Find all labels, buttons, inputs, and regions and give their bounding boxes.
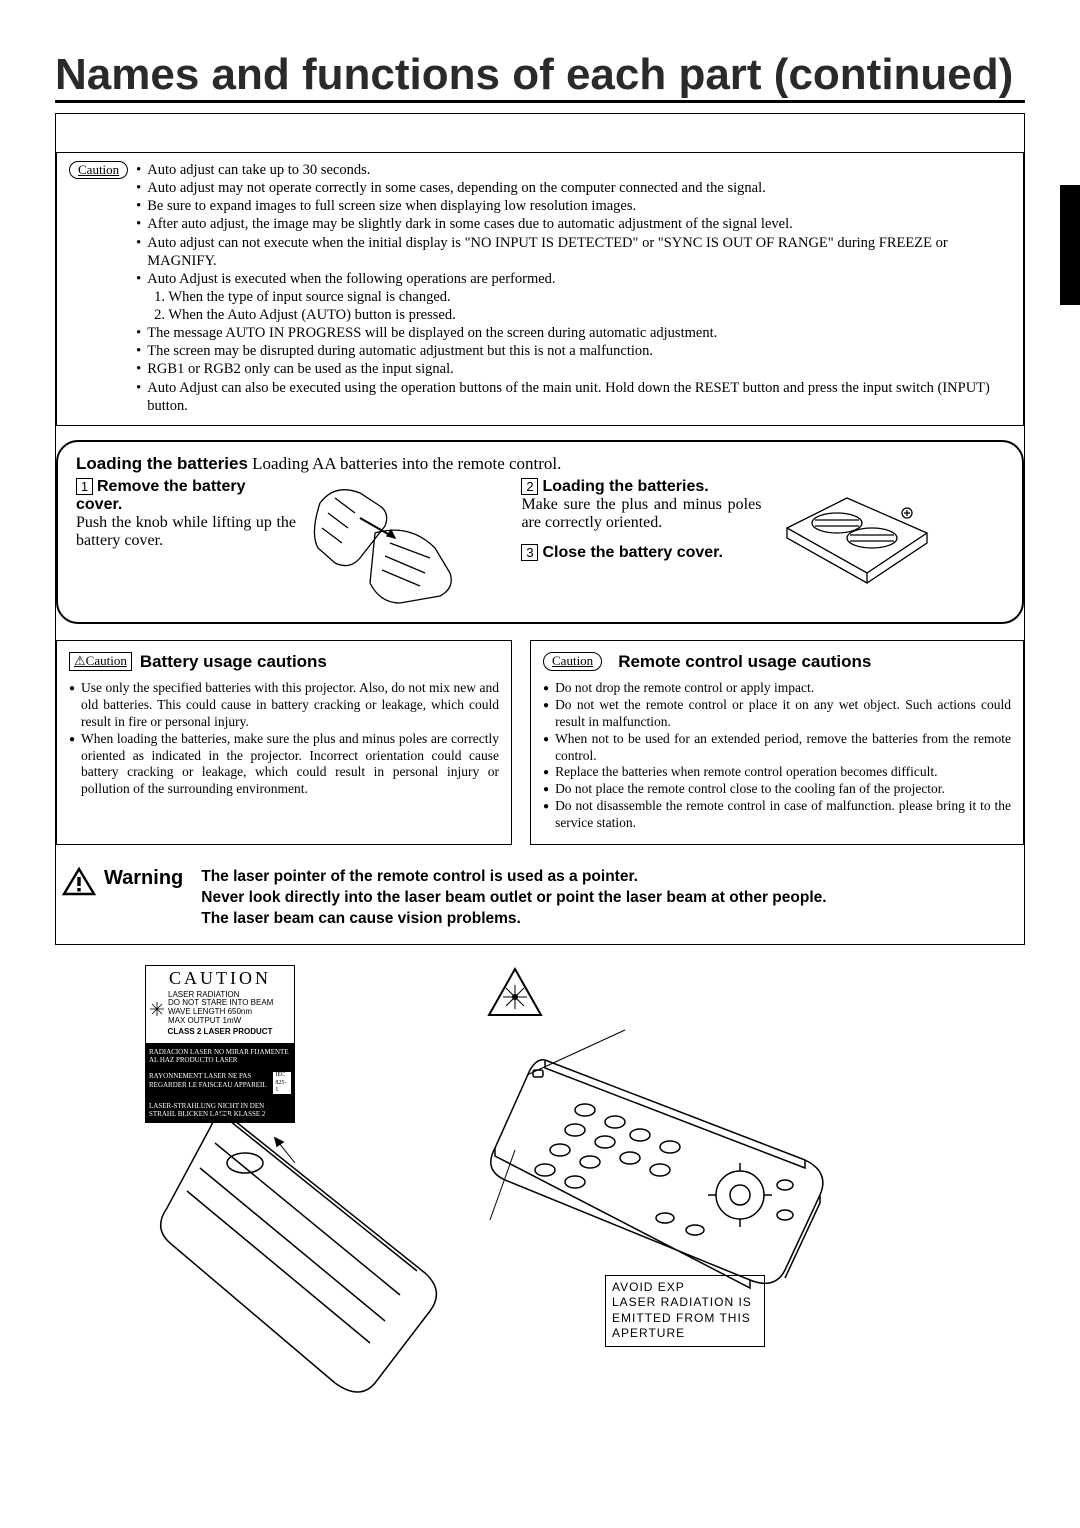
caution-item: Auto Adjust can also be executed using t… xyxy=(136,379,1011,415)
remote-caution-item: Do not place the remote control close to… xyxy=(543,781,1011,798)
caution-pill-icon: ⚠Caution xyxy=(69,652,132,670)
caution-text: Do not place the remote control close to… xyxy=(555,781,945,798)
caution-text: Auto adjust may not operate correctly in… xyxy=(147,179,765,197)
caution-text: Auto adjust can take up to 30 seconds. xyxy=(147,161,370,179)
remote-back-illustration xyxy=(145,1043,455,1403)
caution-subitem: 1. When the type of input source signal … xyxy=(136,288,1011,306)
caution-item: Auto adjust can take up to 30 seconds. xyxy=(136,161,1011,179)
label-text: MAX OUTPUT 1mW xyxy=(168,1017,273,1026)
step-number-1: 1 xyxy=(76,478,93,495)
caution-item: The message AUTO IN PROGRESS will be dis… xyxy=(136,324,1011,342)
caution-item: Be sure to expand images to full screen … xyxy=(136,197,1011,215)
step-1-title: Remove the battery cover. xyxy=(76,478,246,513)
remote-caution-item: Do not wet the remote control or place i… xyxy=(543,697,1011,731)
warning-line: The laser pointer of the remote control … xyxy=(201,867,1018,888)
caution-label-top: CAUTION LASER RADIATION DO NOT STARE INT… xyxy=(145,965,295,1044)
remote-caution-item: Do not drop the remote control or apply … xyxy=(543,680,1011,697)
battery-caution-title: Battery usage cautions xyxy=(140,651,327,672)
battery-step-1: 1Remove the battery cover. Push the knob… xyxy=(76,478,521,608)
avoid-exposure-label: AVOID EXP LASER RADIATION IS EMITTED FRO… xyxy=(605,1275,765,1347)
caution-text: Replace the batteries when remote contro… xyxy=(555,764,937,781)
warning-line: Never look directly into the laser beam … xyxy=(201,888,1018,909)
side-tab xyxy=(1060,185,1080,305)
battery-step-2: 2Loading the batteries. Make sure the pl… xyxy=(521,478,1004,608)
step-number-3: 3 xyxy=(521,544,538,561)
caution-text: Auto Adjust is executed when the followi… xyxy=(147,270,555,288)
caution-item: The screen may be disrupted during autom… xyxy=(136,342,1011,360)
step-2-body: Make sure the plus and minus poles are c… xyxy=(521,496,761,532)
remote-caution-item: When not to be used for an extended peri… xyxy=(543,731,1011,765)
battery-panel: Loading the batteries Loading AA batteri… xyxy=(56,440,1024,624)
caution-pill-text: Caution xyxy=(86,653,127,668)
caution-subitem: 2. When the Auto Adjust (AUTO) button is… xyxy=(136,306,1011,324)
caution-text: Use only the specified batteries with th… xyxy=(81,680,499,731)
caution-item: RGB1 or RGB2 only can be used as the inp… xyxy=(136,360,1011,378)
step-number-2: 2 xyxy=(521,478,538,495)
caution-text: After auto adjust, the image may be slig… xyxy=(147,215,792,233)
caution-label-heading: CAUTION xyxy=(150,968,290,989)
laser-triangle-icon xyxy=(485,965,545,1020)
avoid-text: AVOID EXP LASER RADIATION IS EMITTED FRO… xyxy=(612,1280,758,1342)
laser-burst-icon xyxy=(150,1002,164,1016)
content-frame: Caution Auto adjust can take up to 30 se… xyxy=(55,113,1025,945)
battery-insert-illustration xyxy=(767,478,937,588)
caution-text: Do not wet the remote control or place i… xyxy=(555,697,1011,731)
caution-text: When not to be used for an extended peri… xyxy=(555,731,1011,765)
step-2-title: Loading the batteries. xyxy=(542,478,708,495)
caution-text: RGB1 or RGB2 only can be used as the inp… xyxy=(147,360,453,378)
remote-caution-card: Caution Remote control usage cautions Do… xyxy=(530,640,1024,845)
caution-list: Auto adjust can take up to 30 seconds. A… xyxy=(136,161,1011,415)
battery-caution-item: When loading the batteries, make sure th… xyxy=(69,731,499,799)
warning-row: Warning The laser pointer of the remote … xyxy=(56,867,1024,930)
warning-line: The laser beam can cause vision problems… xyxy=(201,909,1018,930)
label-text: CLASS 2 LASER PRODUCT xyxy=(150,1028,290,1037)
caution-text: Do not drop the remote control or apply … xyxy=(555,680,814,697)
page-title: Names and functions of each part (contin… xyxy=(55,50,1025,103)
warning-triangle-icon xyxy=(62,867,96,897)
caution-item: After auto adjust, the image may be slig… xyxy=(136,215,1011,233)
step-3-title: Close the battery cover. xyxy=(542,544,723,561)
battery-caution-item: Use only the specified batteries with th… xyxy=(69,680,499,731)
battery-heading-rest: Loading AA batteries into the remote con… xyxy=(248,454,561,473)
caution-text: Do not disassemble the remote control in… xyxy=(555,798,1011,832)
battery-heading: Loading the batteries Loading AA batteri… xyxy=(76,454,1004,474)
caution-text: When loading the batteries, make sure th… xyxy=(81,731,499,799)
warning-text: The laser pointer of the remote control … xyxy=(201,867,1018,930)
caution-item: Auto adjust can not execute when the ini… xyxy=(136,234,1011,270)
remote-front-illustration xyxy=(485,1020,845,1300)
remote-caution-item: Do not disassemble the remote control in… xyxy=(543,798,1011,832)
remote-caution-title: Remote control usage cautions xyxy=(618,651,871,672)
caution-text: Auto Adjust can also be executed using t… xyxy=(147,379,1011,415)
bottom-illustrations: CAUTION LASER RADIATION DO NOT STARE INT… xyxy=(55,965,1025,1408)
caution-text: The screen may be disrupted during autom… xyxy=(147,342,653,360)
caution-text: Be sure to expand images to full screen … xyxy=(147,197,636,215)
battery-cover-illustration xyxy=(300,478,465,608)
caution-text: The message AUTO IN PROGRESS will be dis… xyxy=(147,324,717,342)
battery-heading-bold: Loading the batteries xyxy=(76,454,248,473)
caution-pill: Caution xyxy=(69,161,128,179)
step-1-body: Push the knob while lifting up the batte… xyxy=(76,514,296,550)
battery-caution-card: ⚠Caution Battery usage cautions Use only… xyxy=(56,640,512,845)
warning-label: Warning xyxy=(104,867,183,930)
remote-caution-item: Replace the batteries when remote contro… xyxy=(543,764,1011,781)
caution-pill: Caution xyxy=(543,652,602,670)
caution-item: Auto adjust may not operate correctly in… xyxy=(136,179,1011,197)
caution-box-auto-adjust: Caution Auto adjust can take up to 30 se… xyxy=(56,152,1024,426)
caution-text: Auto adjust can not execute when the ini… xyxy=(147,234,1011,270)
caution-item: Auto Adjust is executed when the followi… xyxy=(136,270,1011,288)
